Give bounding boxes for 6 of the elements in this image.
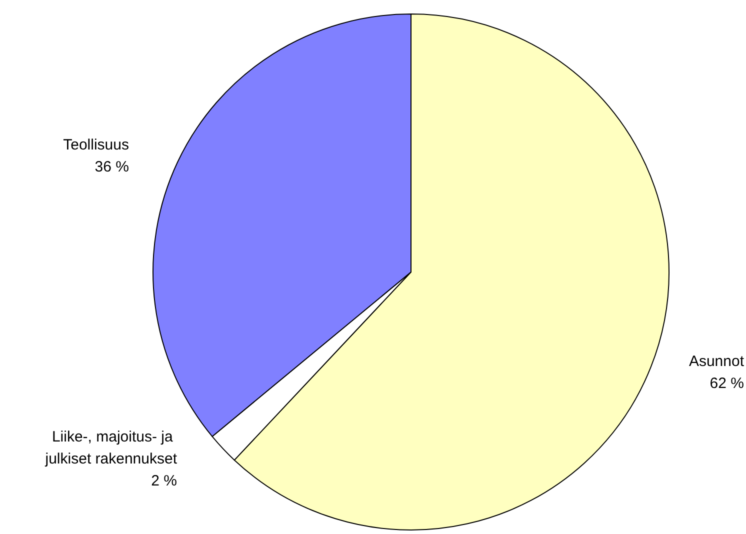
data-label: 2 % (151, 472, 177, 490)
slice-label: Asunnot (688, 353, 745, 370)
data-label: 62 % (710, 375, 744, 392)
slice-label: Liike-, majoitus- ja julkiset rakennukset (44, 428, 178, 468)
data-label: 36 % (94, 158, 129, 176)
slice-label: Teollisuus (63, 136, 129, 154)
